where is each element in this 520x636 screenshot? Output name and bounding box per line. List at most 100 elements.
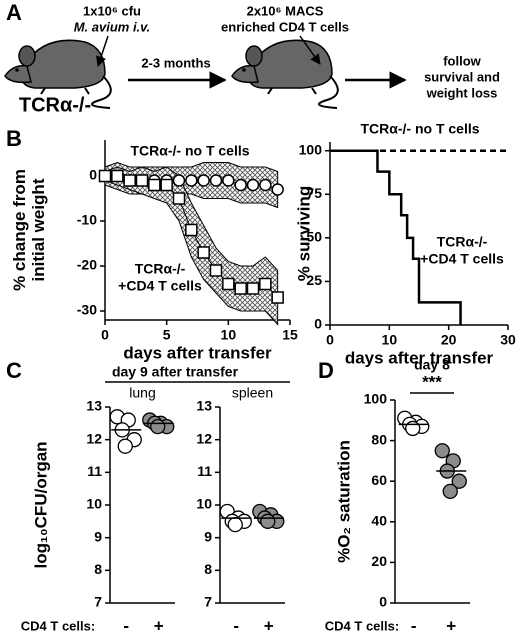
x-tick-label: 20 bbox=[441, 332, 457, 348]
x-tick-label: 0 bbox=[326, 332, 334, 348]
point bbox=[209, 174, 223, 187]
x-axis-label: days after transfer bbox=[123, 343, 272, 362]
x-tick-label: 30 bbox=[500, 332, 516, 348]
y-tick-label: -10 bbox=[77, 212, 97, 228]
point bbox=[117, 438, 133, 454]
point bbox=[209, 264, 223, 277]
y-tick-label: 12 bbox=[86, 430, 102, 446]
point bbox=[405, 420, 421, 437]
series-label: TCRα-/- bbox=[135, 261, 186, 277]
y-tick-label: 20 bbox=[371, 553, 387, 569]
point bbox=[234, 282, 247, 295]
infection-dose: 1x10⁶ cfu bbox=[83, 3, 141, 18]
group-title: lung bbox=[129, 385, 155, 401]
infection-route: M. avium i.v. bbox=[74, 19, 151, 34]
point bbox=[172, 174, 186, 187]
point bbox=[123, 174, 136, 187]
series-label: TCRα-/- bbox=[437, 234, 488, 250]
x-tick-label: - bbox=[123, 616, 129, 635]
chart-title: day 8 bbox=[414, 357, 450, 373]
x-tick-label: + bbox=[264, 616, 274, 635]
series-label: TCRα-/- no T cells bbox=[360, 121, 479, 137]
y-tick-label: 12 bbox=[196, 430, 212, 446]
y-tick-label: 8 bbox=[204, 561, 212, 577]
point bbox=[222, 174, 235, 187]
y-tick-label: 7 bbox=[94, 594, 102, 610]
group-title: spleen bbox=[232, 385, 273, 401]
y-tick-label: 100 bbox=[299, 141, 323, 157]
mouse-icon bbox=[231, 39, 339, 109]
x-tick-label: 5 bbox=[163, 327, 171, 343]
y-tick-label: 7 bbox=[204, 594, 212, 610]
y-tick-label: 60 bbox=[371, 472, 387, 488]
x-tick-label: + bbox=[446, 616, 456, 635]
point bbox=[259, 277, 272, 291]
y-tick-label: 0 bbox=[89, 167, 97, 183]
point bbox=[434, 443, 450, 459]
arrow bbox=[96, 35, 109, 67]
point bbox=[260, 513, 276, 529]
y-tick-label: 50 bbox=[306, 229, 322, 245]
point bbox=[227, 516, 243, 533]
y-tick-label: 9 bbox=[94, 528, 102, 544]
point bbox=[442, 483, 458, 500]
mouse-strain: TCRα-/- bbox=[19, 94, 91, 116]
y-axis-label: log₁₀CFU/organ bbox=[31, 441, 50, 568]
x-tick-label: 10 bbox=[221, 327, 237, 343]
y-axis-label: % surviving bbox=[294, 186, 313, 281]
y-tick-label: 8 bbox=[94, 561, 102, 577]
y-tick-label: 10 bbox=[86, 496, 102, 512]
panel-label: B bbox=[6, 126, 22, 151]
point bbox=[197, 174, 210, 187]
y-tick-label: 0 bbox=[314, 316, 322, 332]
transfer-cells: enriched CD4 T cells bbox=[221, 19, 349, 34]
panel-label: D bbox=[318, 358, 334, 383]
point bbox=[234, 178, 247, 192]
point bbox=[271, 291, 284, 304]
y-tick-label: 9 bbox=[204, 528, 212, 544]
outcome: survival and bbox=[424, 69, 500, 84]
survival-line bbox=[330, 149, 462, 325]
point bbox=[246, 178, 260, 192]
x-tick-label: + bbox=[154, 616, 164, 635]
panel-label: A bbox=[6, 0, 22, 25]
x-axis-label: CD4 T cells: bbox=[325, 618, 399, 633]
point bbox=[160, 178, 173, 192]
x-tick-label: - bbox=[411, 616, 417, 635]
y-tick-label: 80 bbox=[371, 431, 387, 447]
series-label: TCRα-/- no T cells bbox=[130, 143, 249, 159]
panel-label: C bbox=[6, 358, 22, 383]
x-axis-label: CD4 T cells: bbox=[21, 618, 95, 633]
y-axis-label: %O₂ saturation bbox=[334, 440, 353, 563]
interval: 2-3 months bbox=[141, 55, 210, 70]
y-axis-label: % change from bbox=[10, 169, 29, 291]
point bbox=[271, 183, 284, 196]
point bbox=[172, 192, 186, 205]
y-tick-label: 25 bbox=[306, 272, 322, 288]
point bbox=[259, 178, 272, 192]
y-tick-label: 100 bbox=[364, 391, 388, 407]
series-label: +CD4 T cells bbox=[118, 278, 202, 294]
point bbox=[98, 169, 112, 183]
y-tick-label: 40 bbox=[371, 513, 387, 529]
y-tick-label: 11 bbox=[197, 463, 212, 479]
series-label: +CD4 T cells bbox=[420, 251, 504, 267]
y-tick-label: 13 bbox=[86, 398, 102, 414]
point bbox=[451, 473, 467, 489]
y-axis-label: initial weight bbox=[29, 178, 48, 281]
x-tick-label: 0 bbox=[101, 327, 109, 343]
y-tick-label: 0 bbox=[379, 594, 387, 610]
y-tick-label: -20 bbox=[77, 257, 97, 273]
chart-title: day 9 after transfer bbox=[112, 364, 239, 380]
x-tick-label: 10 bbox=[382, 332, 398, 348]
point bbox=[222, 277, 235, 291]
point bbox=[148, 178, 161, 192]
arrow bbox=[299, 35, 321, 65]
y-tick-label: 13 bbox=[196, 398, 212, 414]
y-tick-label: -30 bbox=[77, 302, 97, 318]
point bbox=[150, 418, 166, 435]
point bbox=[111, 169, 124, 183]
x-tick-label: 15 bbox=[282, 327, 298, 343]
outcome: weight loss bbox=[426, 85, 498, 100]
